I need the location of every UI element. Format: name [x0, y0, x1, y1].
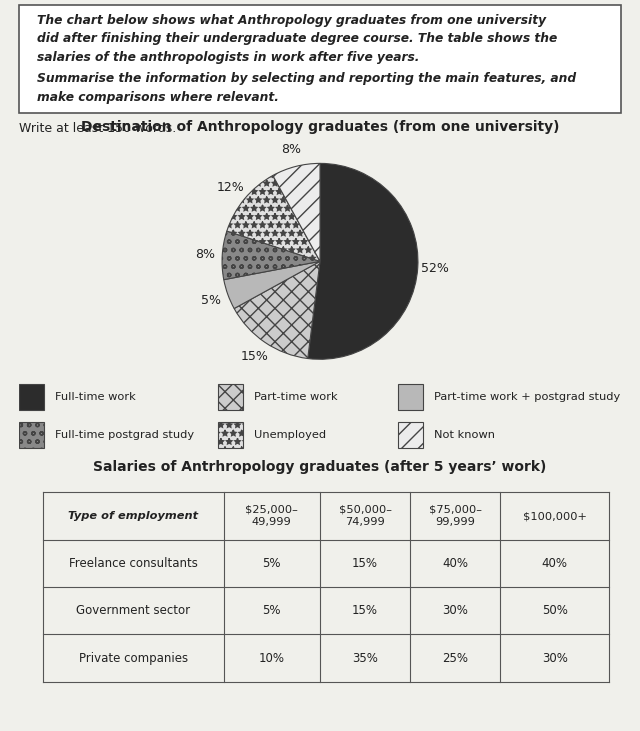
Text: 8%: 8% [281, 143, 301, 156]
Text: Salaries of Antrhropology graduates (after 5 years’ work): Salaries of Antrhropology graduates (aft… [93, 460, 547, 474]
Text: The chart below shows what Anthropology graduates from one university
did after : The chart below shows what Anthropology … [37, 14, 557, 64]
Text: 40%: 40% [442, 557, 468, 570]
Text: Part-time work: Part-time work [254, 392, 337, 402]
Text: 30%: 30% [442, 605, 468, 617]
Text: 25%: 25% [442, 651, 468, 664]
Wedge shape [222, 231, 320, 280]
Text: Type of employment: Type of employment [68, 511, 198, 521]
Text: 15%: 15% [352, 605, 378, 617]
Text: 5%: 5% [262, 605, 281, 617]
Bar [218, 422, 243, 447]
Text: Full-time work: Full-time work [55, 392, 136, 402]
Text: 15%: 15% [352, 557, 378, 570]
Text: $75,000–
99,999: $75,000– 99,999 [429, 505, 482, 527]
Text: 35%: 35% [352, 651, 378, 664]
Text: Full-time postgrad study: Full-time postgrad study [55, 430, 195, 440]
Text: Not known: Not known [435, 430, 495, 440]
Wedge shape [227, 175, 320, 261]
Text: Government sector: Government sector [76, 605, 191, 617]
Text: 8%: 8% [195, 248, 214, 260]
Text: 40%: 40% [541, 557, 568, 570]
Bar [19, 385, 44, 410]
FancyBboxPatch shape [19, 5, 621, 113]
Text: Unemployed: Unemployed [254, 430, 326, 440]
Wedge shape [234, 261, 320, 358]
Text: Write at least 150 words.: Write at least 150 words. [19, 122, 177, 135]
Bar [19, 422, 44, 447]
Bar [218, 385, 243, 410]
Wedge shape [273, 163, 320, 261]
Text: $25,000–
49,999: $25,000– 49,999 [245, 505, 298, 527]
Text: 5%: 5% [201, 294, 221, 307]
Wedge shape [308, 163, 418, 359]
Wedge shape [224, 261, 320, 308]
Text: 52%: 52% [421, 262, 449, 275]
Text: Freelance consultants: Freelance consultants [69, 557, 198, 570]
Text: 15%: 15% [241, 350, 269, 363]
Text: $50,000–
74,999: $50,000– 74,999 [339, 505, 392, 527]
Text: 12%: 12% [217, 181, 245, 194]
Title: Destination of Anthropology graduates (from one university): Destination of Anthropology graduates (f… [81, 120, 559, 134]
Bar [398, 422, 424, 447]
Text: 5%: 5% [262, 557, 281, 570]
Text: 50%: 50% [541, 605, 568, 617]
Text: Private companies: Private companies [79, 651, 188, 664]
Text: $100,000+: $100,000+ [523, 511, 587, 521]
Bar [398, 385, 424, 410]
Text: 10%: 10% [259, 651, 285, 664]
Text: 30%: 30% [541, 651, 568, 664]
Text: Part-time work + postgrad study: Part-time work + postgrad study [435, 392, 621, 402]
Text: Summarise the information by selecting and reporting the main features, and
make: Summarise the information by selecting a… [37, 72, 577, 104]
